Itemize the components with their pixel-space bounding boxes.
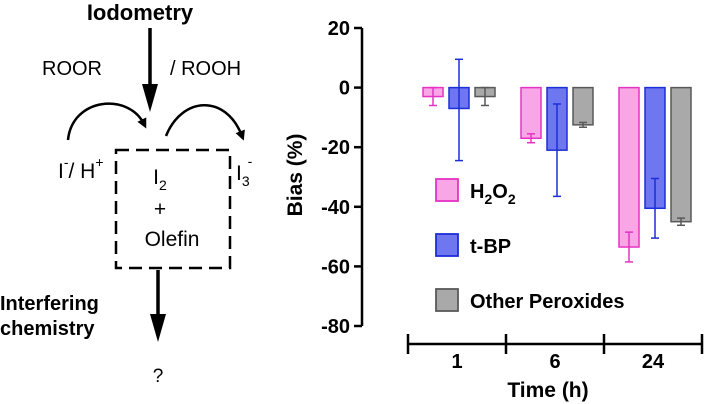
y-tick-label: -80	[321, 316, 350, 338]
interfering-line1: Interfering	[0, 293, 99, 315]
y-tick-label: 20	[328, 18, 350, 40]
bias-chart: Bias (%) Time (h) 200-20-40-60-80 1 6 24 H…	[284, 18, 704, 402]
y-tick-label: -60	[321, 256, 350, 278]
bar	[618, 86, 640, 248]
y-tick-label: -20	[321, 137, 350, 159]
box-olefin: Olefin	[145, 228, 200, 251]
box-iodine: I2	[153, 166, 167, 193]
legend-swatch-tbp	[435, 233, 459, 257]
legend-swatch-h2o2	[435, 178, 459, 202]
reagent-rooh: / ROOH	[170, 58, 241, 80]
x-axis: 1 6 24	[406, 334, 704, 373]
scheme-title: Iodometry	[87, 0, 194, 25]
legend-swatch-other	[435, 288, 459, 312]
x-axis-label: Time (h)	[507, 379, 588, 402]
x-tick-label: 24	[642, 351, 665, 373]
bar	[670, 86, 692, 223]
legend: H2O2 t-BP Other Peroxides	[435, 178, 625, 313]
reaction-scheme: Iodometry ROOR / ROOH I-/ H+ I3- I2 + Ol…	[0, 0, 253, 387]
y-tick-label: -40	[321, 197, 350, 219]
interfering-line2: chemistry	[0, 318, 95, 340]
reagent-roor: ROOR	[42, 58, 102, 80]
reaction-box	[114, 148, 232, 270]
product-triiodide: I3-	[236, 153, 253, 189]
bars	[422, 58, 692, 263]
interfering-arrow-head	[150, 314, 166, 342]
x-tick-label: 1	[451, 351, 462, 373]
y-axis-label: Bias (%)	[284, 134, 307, 217]
box-plus: +	[154, 198, 166, 221]
curved-arrow-right	[164, 104, 245, 141]
bar	[520, 86, 542, 140]
y-axis: 20 0 -20 -40 -60 -80	[321, 18, 364, 338]
curved-arrow-left	[66, 102, 147, 141]
bar	[572, 86, 594, 126]
y-tick-label: 0	[339, 78, 350, 100]
legend-label-h2o2: H2O2	[470, 181, 516, 207]
iodometry-arrow-head	[142, 84, 158, 112]
legend-label-other: Other Peroxides	[470, 291, 625, 313]
x-tick-label: 6	[549, 351, 560, 373]
legend-label-tbp: t-BP	[470, 236, 511, 258]
question-mark: ?	[153, 366, 164, 387]
reactant-iodide: I-/ H+	[58, 154, 104, 183]
